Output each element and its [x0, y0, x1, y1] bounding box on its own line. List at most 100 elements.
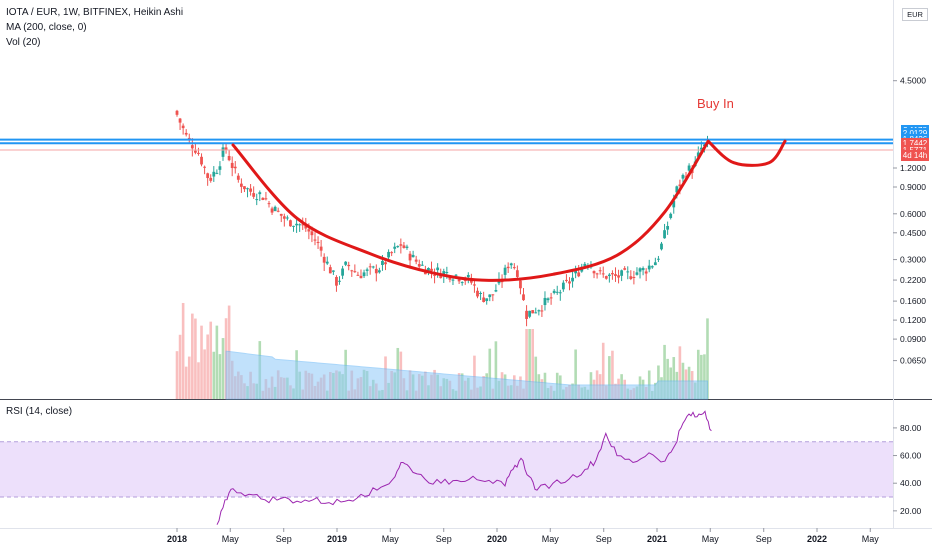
candle-body	[224, 147, 228, 151]
candle-body	[233, 166, 237, 169]
candle-body	[681, 174, 685, 179]
candle-body	[442, 271, 446, 275]
candle-body	[534, 312, 538, 314]
volume-bar	[206, 334, 209, 399]
candle-body	[408, 253, 412, 261]
candle-body	[420, 264, 424, 266]
candle-body	[267, 203, 271, 205]
candle-body	[187, 137, 191, 139]
volume-bar	[178, 334, 182, 399]
candle-body	[592, 271, 596, 274]
candle-body	[509, 263, 513, 266]
handle-pattern-curve	[706, 139, 787, 167]
candle-body	[488, 294, 492, 298]
candle-body	[617, 275, 620, 278]
candle-body	[396, 246, 400, 248]
candle-body	[371, 266, 375, 268]
volume-bar	[181, 302, 185, 399]
candle-body	[466, 274, 470, 278]
candle-body	[457, 279, 461, 282]
candle-body	[647, 265, 651, 270]
volume-bar	[175, 351, 179, 399]
candle-body	[356, 274, 360, 276]
price-tick-label: 0.0650	[900, 356, 926, 366]
candle-body	[635, 272, 639, 275]
candle-body	[264, 198, 268, 200]
time-tick-label: 2018	[167, 534, 187, 544]
candle-body	[485, 298, 489, 301]
candle-body	[381, 261, 384, 266]
candle-body	[650, 266, 654, 268]
time-tick-label: Sep	[756, 534, 772, 544]
candle-body	[390, 252, 394, 254]
candle-body	[212, 171, 216, 177]
candle-body	[203, 166, 206, 168]
candle-body	[350, 270, 354, 272]
candle-body	[503, 267, 507, 275]
candle-body	[506, 266, 510, 269]
time-tick-label: 2019	[327, 534, 347, 544]
volume-bar	[221, 338, 225, 399]
time-tick-label: Sep	[596, 534, 612, 544]
candle-body	[344, 261, 348, 265]
symbol-title[interactable]: IOTA / EUR, 1W, BITFINEX, Heikin Ashi	[6, 7, 184, 18]
candle-body	[402, 245, 406, 248]
candle-body	[531, 310, 535, 314]
candle-body	[347, 264, 351, 267]
candle-body	[696, 152, 700, 157]
candle-body	[451, 279, 455, 281]
candle-body	[491, 294, 495, 296]
candle-body	[512, 267, 516, 269]
time-tick-label: 2021	[647, 534, 667, 544]
candle-body	[417, 264, 421, 267]
ma-indicator-label[interactable]: MA (200, close, 0)	[6, 22, 87, 33]
candle-body	[558, 292, 562, 294]
candle-body	[537, 310, 541, 312]
volume-indicator-label[interactable]: Vol (20)	[6, 37, 41, 48]
currency-label[interactable]: EUR	[902, 8, 928, 21]
cup-pattern-curve	[231, 139, 710, 282]
candle-body	[604, 276, 608, 279]
candle-body	[328, 267, 332, 274]
candle-body	[448, 276, 452, 280]
candle-body	[540, 310, 544, 312]
candle-body	[427, 268, 430, 273]
candle-body	[215, 172, 219, 174]
candle-body	[230, 162, 234, 169]
price-tick-label: 0.2200	[900, 275, 926, 285]
candle-body	[522, 294, 525, 301]
volume-bar	[200, 325, 203, 399]
candle-body	[546, 298, 550, 301]
candle-body	[276, 210, 280, 212]
candle-body	[644, 271, 648, 274]
candle-body	[469, 279, 473, 283]
rsi-tick-label: 80.00	[900, 423, 922, 433]
candle-body	[601, 273, 605, 275]
rsi-tick-label: 40.00	[900, 478, 922, 488]
candle-body	[595, 273, 599, 275]
candle-body	[653, 262, 657, 266]
volume-bar	[696, 349, 700, 399]
candle-body	[243, 186, 246, 190]
candle-body	[577, 272, 581, 277]
price-tick-label: 0.3000	[900, 255, 926, 265]
candle-body	[325, 261, 329, 264]
candle-body	[270, 208, 274, 213]
volume-bar	[525, 329, 528, 399]
candle-body	[377, 270, 381, 273]
candle-body	[304, 224, 308, 229]
candle-body	[313, 239, 317, 241]
candle-body	[411, 254, 415, 258]
candle-body	[525, 310, 528, 319]
candle-body	[482, 297, 486, 302]
candle-body	[331, 270, 335, 272]
candle-body	[678, 184, 682, 187]
rsi-indicator-label[interactable]: RSI (14, close)	[6, 406, 73, 417]
candle-body	[181, 125, 185, 129]
volume-bar	[663, 344, 666, 399]
candle-body	[463, 280, 467, 282]
candle-body	[273, 206, 277, 212]
candle-body	[641, 267, 645, 271]
volume-bar	[601, 342, 605, 399]
